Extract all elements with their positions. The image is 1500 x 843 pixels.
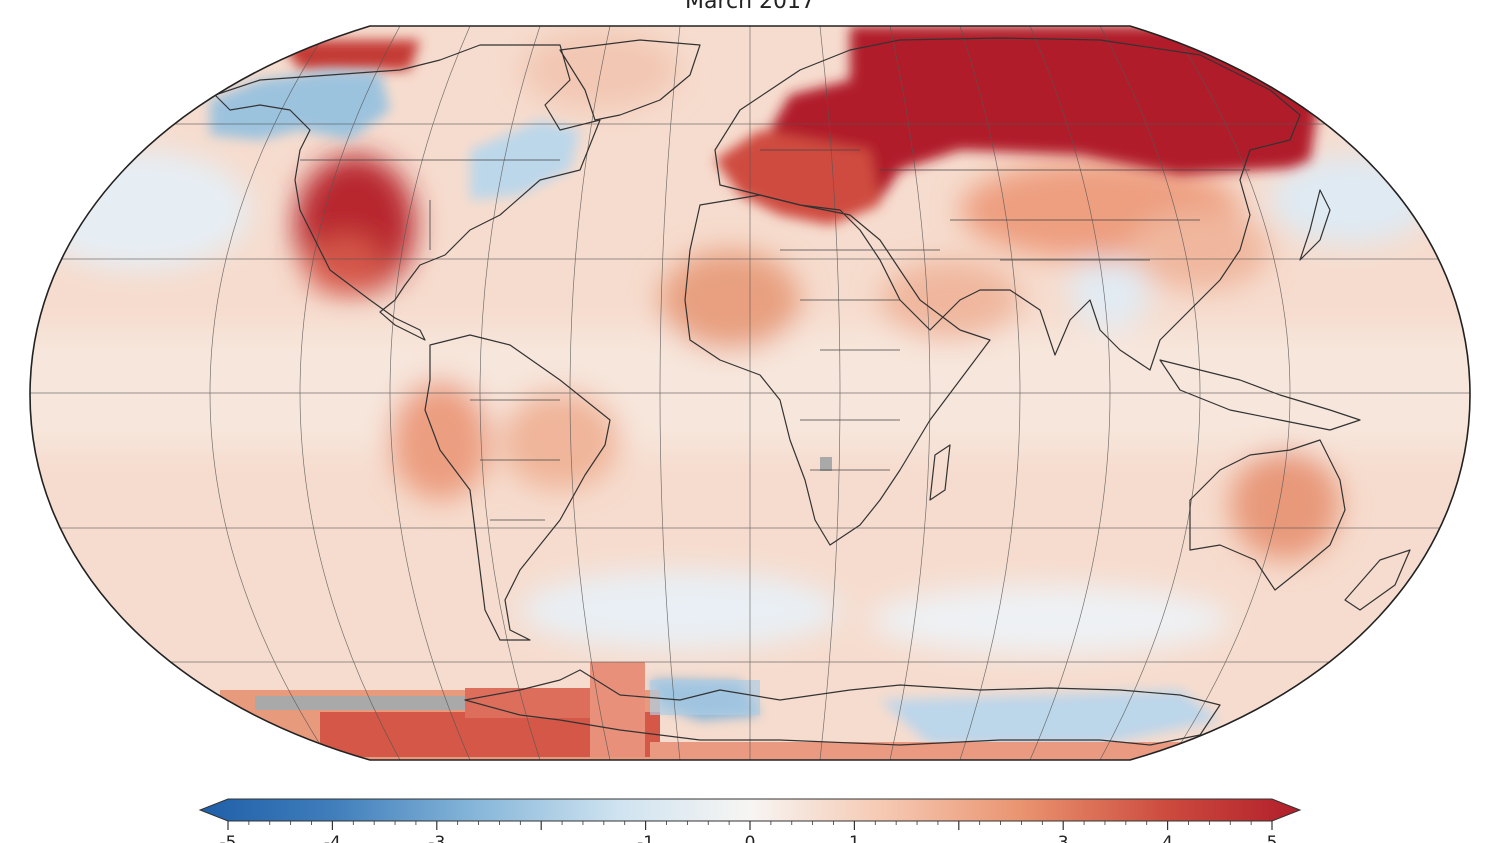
antarctica-outline [464, 669, 1221, 746]
europe-warm [715, 130, 880, 225]
east-antarctic-cool [880, 690, 1220, 745]
south-atlantic-cool [520, 570, 840, 650]
new-zealand-outline [1344, 549, 1411, 611]
madagascar-outline [929, 444, 951, 501]
north-pacific-cool [1270, 155, 1430, 245]
middle-east-warm [880, 260, 1020, 340]
colorbar-tick-label: 3 [1058, 833, 1069, 843]
africa-outline [684, 194, 991, 546]
indonesia-outline [1159, 359, 1361, 431]
colorbar-ticks [227, 821, 1273, 830]
southern-ocean-cool [870, 585, 1230, 655]
colorbar-tick-label: 4 [1162, 833, 1173, 843]
brazil-warm [500, 390, 620, 490]
colorbar-tick-label: 1 [849, 833, 860, 843]
coastlines [214, 37, 1411, 746]
arctic-warm [280, 40, 420, 70]
graticule [30, 26, 1470, 760]
colorbar-body [198, 798, 1302, 822]
colorbar-tick-label: 5 [1267, 833, 1278, 843]
colorbar-tick-labels: -5 -4 -3 -1 0 1 3 4 5 [220, 833, 1278, 843]
colorbar: -5 -4 -3 -1 0 1 3 4 5 [198, 798, 1302, 843]
colorbar-tick-label: -4 [324, 833, 341, 843]
country-borders [300, 149, 1250, 521]
greenland-warm [520, 30, 680, 110]
north-america-outline [214, 44, 601, 341]
colorbar-tick-label: -3 [428, 833, 445, 843]
australia-outline [1189, 439, 1346, 591]
central-pacific-cool [30, 150, 250, 270]
eurasia-outline [714, 37, 1301, 371]
greenland-outline [559, 39, 701, 121]
india-cool [1070, 250, 1150, 330]
colorbar-tick-label: -5 [220, 833, 237, 843]
map-title: March 2017 [685, 0, 815, 14]
south-america-outline [424, 334, 611, 641]
map-frame [29, 25, 1471, 761]
nodata-patch [255, 696, 465, 710]
mexico-warm [305, 235, 385, 295]
australia-warm [1230, 450, 1340, 560]
colorbar-tick-label: 0 [745, 833, 756, 843]
china-warm [1130, 210, 1270, 290]
eurasia-hot [760, 26, 1320, 210]
sahara-warm [660, 250, 800, 350]
nodata-africa [820, 457, 832, 471]
south-america-warm [390, 380, 490, 500]
alaska-cool [210, 70, 390, 140]
japan-outline [1299, 189, 1331, 261]
colorbar-tick-label: -1 [637, 833, 654, 843]
